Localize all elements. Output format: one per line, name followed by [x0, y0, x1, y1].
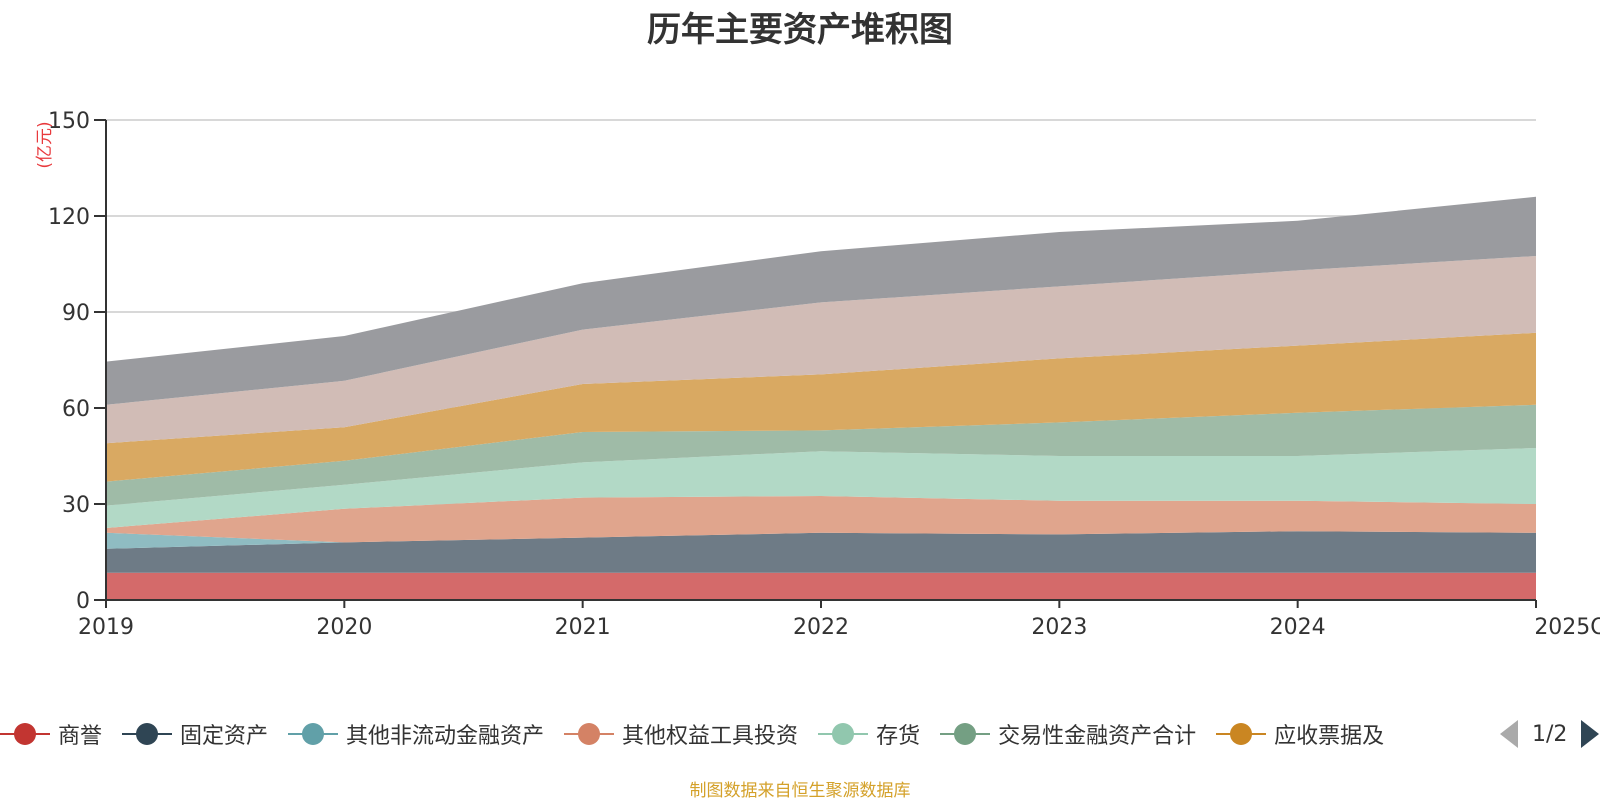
data-source-note: 制图数据来自恒生聚源数据库 — [689, 781, 911, 801]
legend-item-trading-financial-assets[interactable]: 交易性金融资产合计 — [940, 718, 1196, 750]
legend-label: 固定资产 — [180, 724, 269, 749]
x-tick-label: 2019 — [78, 615, 134, 640]
legend-marker-icon — [940, 721, 991, 747]
legend-pager: 1/2 — [1500, 716, 1600, 752]
legend-marker-icon — [818, 721, 869, 747]
legend-item-other-noncurrent-financial[interactable]: 其他非流动金融资产 — [288, 718, 544, 750]
legend-item-inventory[interactable]: 存货 — [818, 718, 920, 750]
legend-label: 其他权益工具投资 — [622, 724, 799, 749]
pager-prev-icon[interactable] — [1500, 720, 1518, 748]
area-series-0 — [106, 572, 1536, 600]
legend-marker-icon — [288, 721, 339, 747]
x-tick-label: 2022 — [793, 615, 849, 640]
x-tick-label: 2023 — [1031, 615, 1087, 640]
legend-label: 存货 — [876, 724, 921, 749]
area-series-6 — [106, 332, 1536, 482]
legend: 商誉 固定资产 其他非流动金融资产 其他权益工具投资 存货 — [0, 714, 1404, 754]
chart-title: 历年主要资产堆积图 — [647, 10, 953, 50]
legend-label: 商誉 — [58, 724, 103, 749]
legend-item-other-equity-investment[interactable]: 其他权益工具投资 — [564, 718, 798, 750]
x-tick-label: 2024 — [1270, 615, 1326, 640]
pager-next-icon[interactable] — [1581, 720, 1600, 748]
legend-item-fixed-assets[interactable]: 固定资产 — [122, 718, 268, 750]
legend-marker-icon — [122, 721, 173, 747]
y-tick-label: 90 — [62, 301, 90, 326]
legend-marker-icon — [1216, 721, 1267, 747]
area-series-7 — [106, 256, 1536, 444]
legend-label: 交易性金融资产合计 — [998, 724, 1197, 749]
pager-text: 1/2 — [1532, 721, 1568, 747]
y-tick-label: 0 — [76, 589, 90, 614]
x-tick-label: 2021 — [555, 615, 611, 640]
y-tick-label: 30 — [62, 493, 90, 518]
x-tick-label: 2025Q1-Q3 — [1534, 615, 1600, 640]
y-tick-label: 120 — [48, 205, 90, 230]
area-series-3 — [106, 496, 1536, 543]
legend-item-goodwill[interactable]: 商誉 — [0, 718, 102, 750]
area-series-8 — [106, 196, 1536, 405]
y-tick-label: 150 — [48, 109, 90, 134]
x-tick-label: 2020 — [316, 615, 372, 640]
legend-label: 应收票据及 — [1274, 724, 1385, 749]
legend-label: 其他非流动金融资产 — [346, 724, 545, 749]
legend-item-notes-receivable[interactable]: 应收票据及 — [1216, 718, 1384, 750]
area-series-5 — [106, 404, 1536, 506]
area-series-1 — [106, 531, 1536, 573]
y-tick-label: 60 — [62, 397, 90, 422]
legend-marker-icon — [564, 721, 615, 747]
area-series-4 — [106, 448, 1536, 528]
y-axis-unit-label: (亿元) — [35, 121, 55, 168]
legend-marker-icon — [0, 721, 50, 747]
